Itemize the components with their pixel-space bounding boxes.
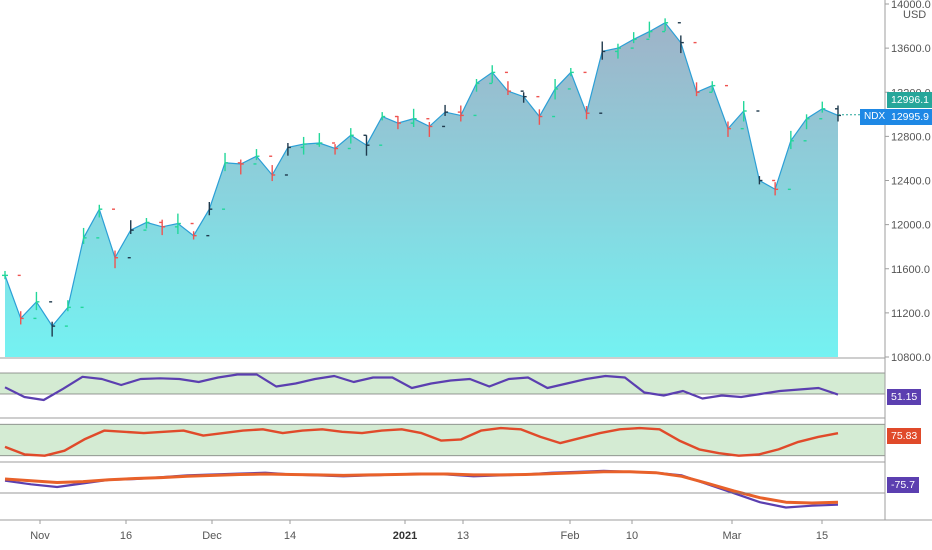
ohlc-bar — [17, 274, 24, 325]
ohlc-bar — [630, 32, 637, 49]
ohlc-bar — [143, 218, 150, 231]
time-tick-label: 16 — [120, 530, 132, 542]
ohlc-bar — [347, 128, 354, 150]
ohlc-bar — [677, 22, 684, 54]
ohlc-bar — [379, 112, 386, 146]
ohlc-bar — [96, 204, 103, 239]
ohlc-bar — [174, 213, 181, 235]
ohlc-bar — [363, 134, 370, 156]
symbol-tag: NDX — [860, 109, 890, 125]
ohlc-bar — [2, 270, 8, 280]
ohlc-bar — [237, 159, 244, 175]
time-tick-label: 10 — [626, 530, 638, 542]
ohlc-bar — [803, 114, 810, 142]
ohlc-bar — [552, 79, 559, 118]
indicator-pane-2[interactable] — [0, 417, 885, 457]
time-tick-label: Feb — [561, 530, 580, 542]
ohlc-bar — [756, 110, 763, 185]
price-pane[interactable] — [2, 18, 841, 358]
time-tick-label: 2021 — [393, 530, 417, 542]
ohlc-bar — [835, 105, 841, 122]
last-price-tag: 12996.1 — [887, 92, 932, 108]
ohlc-bar — [693, 41, 700, 97]
ohlc-bar — [410, 108, 417, 127]
time-tick-label: Nov — [30, 530, 50, 542]
indicator-1-tag: 51.15 — [887, 389, 922, 405]
ohlc-bar — [64, 300, 71, 327]
ohlc-bar — [583, 71, 590, 120]
price-tick-label: 10800.0 — [891, 352, 931, 364]
indicator-3-tag: -75.7 — [887, 477, 919, 493]
ohlc-bar — [567, 67, 574, 90]
indicator-line — [4, 373, 839, 402]
ohlc-bar — [394, 115, 401, 130]
price-line — [4, 22, 839, 328]
ohlc-bar — [442, 104, 449, 128]
time-tick-label: 13 — [457, 530, 469, 542]
price-tick-label: 14000.0 — [891, 0, 931, 11]
ohlc-bar — [473, 79, 480, 117]
ohlc-bar — [190, 222, 197, 240]
ohlc-bar — [536, 95, 543, 125]
ohlc-bar — [599, 41, 606, 114]
ohlc-bar — [520, 90, 527, 103]
ohlc-bar — [206, 202, 213, 237]
ohlc-bar — [614, 43, 621, 59]
indicator-line — [4, 469, 839, 509]
price-tick-label: 11200.0 — [891, 308, 930, 320]
ohlc-bar — [159, 219, 166, 236]
indicator-band — [0, 373, 885, 394]
ohlc-bar — [269, 155, 276, 182]
ohlc-bar — [724, 84, 731, 137]
ohlc-bar — [646, 21, 653, 40]
time-tick-label: 14 — [284, 530, 296, 542]
indicator-pane-3[interactable] — [0, 461, 885, 509]
ohlc-bar — [740, 101, 747, 130]
ohlc-bar — [457, 105, 464, 122]
price-tick-label: 12000.0 — [891, 220, 931, 232]
ohlc-bar — [49, 301, 56, 337]
ohlc-bar — [284, 142, 291, 176]
ohlc-bar — [33, 291, 40, 320]
ohlc-bar — [253, 149, 260, 165]
price-tick-label: 12400.0 — [891, 176, 931, 188]
indicator-2-tag: 75.83 — [887, 428, 922, 444]
indicator-line — [4, 470, 839, 505]
ohlc-bar — [819, 101, 826, 120]
ohlc-bar — [426, 118, 433, 137]
ohlc-bar — [709, 81, 716, 93]
ohlc-bar — [787, 130, 794, 191]
ohlc-bar — [222, 152, 229, 210]
price-area-fill — [5, 22, 838, 358]
ohlc-bar — [112, 208, 119, 269]
time-tick-label: Mar — [723, 530, 742, 542]
ohlc-bar — [127, 220, 134, 259]
ohlc-bar — [489, 65, 496, 85]
price-tick-label: 12800.0 — [891, 131, 931, 143]
ohlc-bar — [332, 142, 339, 155]
price-tick-label: 13600.0 — [891, 43, 931, 55]
time-tick-label: Dec — [202, 530, 222, 542]
price-tick-label: 11600.0 — [891, 264, 930, 276]
indicator-pane-1[interactable] — [0, 357, 885, 402]
ohlc-bar — [300, 136, 307, 155]
ohlc-bar — [662, 18, 669, 33]
ohlc-bar — [772, 179, 779, 196]
ohlc-bar — [504, 71, 511, 96]
ndx-price-tag: 12995.9 — [887, 109, 932, 125]
ohlc-bar — [80, 227, 87, 309]
indicator-line — [4, 426, 839, 457]
time-tick-label: 15 — [816, 530, 828, 542]
currency-label: USD — [903, 9, 926, 21]
ohlc-bar — [316, 133, 323, 147]
